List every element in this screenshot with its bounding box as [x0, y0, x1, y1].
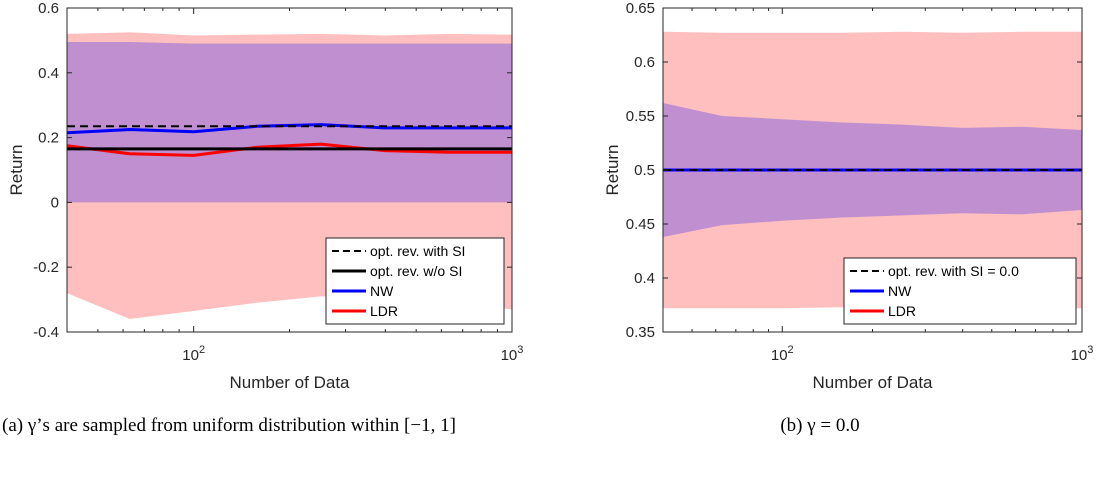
legend-label: LDR — [888, 303, 916, 319]
legend-label: opt. rev. w/o SI — [370, 263, 462, 279]
y-tick-label: 0.4 — [38, 65, 59, 82]
x-tick-label: 102 — [182, 344, 205, 364]
x-axis-label: Number of Data — [230, 373, 351, 392]
caption-b: (b) γ = 0.0 — [780, 415, 860, 436]
x-axis-label: Number of Data — [813, 373, 934, 392]
legend-label: opt. rev. with SI = 0.0 — [888, 263, 1019, 279]
legend-label: NW — [888, 283, 912, 299]
legend: opt. rev. with SI = 0.0 NW LDR — [843, 257, 1077, 325]
legend-label: NW — [370, 283, 394, 299]
plot-area — [67, 32, 512, 320]
y-axis-label: Return — [7, 144, 26, 195]
y-tick-label: 0.2 — [38, 130, 59, 147]
y-tick-label: 0.4 — [634, 270, 655, 287]
y-tick-label: 0.6 — [38, 0, 59, 17]
inner-band — [67, 42, 512, 203]
y-tick-label: 0.65 — [626, 0, 655, 17]
series-line-ldr — [67, 142, 512, 157]
y-tick-label: -0.2 — [33, 259, 59, 276]
y-axis-label: Return — [603, 144, 622, 195]
x-tick-label: 102 — [771, 344, 794, 364]
y-tick-label: 0.35 — [626, 324, 655, 341]
chart-panel-b: 0.35 0.4 0.45 0.5 0.55 0.6 0.65 102 103 Number of… — [603, 0, 1093, 392]
legend-label: opt. rev. with SI — [370, 243, 465, 259]
y-tick-label: -0.4 — [33, 324, 59, 341]
legend-label: LDR — [370, 303, 398, 319]
y-tick-label: 0.5 — [634, 162, 655, 179]
plot-area — [663, 31, 1082, 309]
y-tick-label: 0.55 — [626, 108, 655, 125]
chart-panel-a: -0.4 -0.2 0 0.2 0.4 0.6 102 103 Number of Data Re… — [7, 0, 523, 392]
x-tick-label: 103 — [1071, 344, 1094, 364]
x-tick-label: 103 — [501, 344, 524, 364]
figure-canvas: -0.4 -0.2 0 0.2 0.4 0.6 102 103 Number of Data Re… — [7, 0, 1093, 392]
legend: opt. rev. with SI opt. rev. w/o SI NW LDR — [325, 237, 505, 325]
y-tick-label: 0.45 — [626, 216, 655, 233]
y-tick-label: 0.6 — [634, 54, 655, 71]
y-tick-label: 0 — [51, 194, 59, 211]
caption-a: (a) γ’s are sampled from uniform distrib… — [2, 415, 456, 436]
